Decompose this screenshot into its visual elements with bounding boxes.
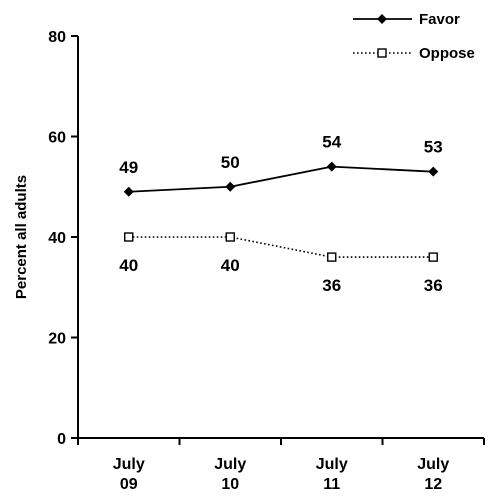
data-label: 49	[119, 158, 138, 177]
data-point-marker	[428, 166, 439, 177]
legend: Favor Oppose	[353, 11, 475, 62]
x-tick-label: July 12	[417, 456, 449, 493]
data-label: 54	[322, 133, 341, 152]
series-layer: 49 50 54 53 40 40 36 36	[119, 133, 442, 295]
data-point-marker	[326, 161, 337, 172]
data-label: 50	[221, 153, 240, 172]
y-axis-ticks: 0 20 40 60 80	[48, 29, 78, 448]
data-point-marker	[124, 232, 134, 242]
series-line-favor	[128, 165, 434, 193]
data-point-marker	[225, 232, 235, 242]
series-favor: 49 50 54 53	[119, 133, 443, 197]
data-point-marker	[327, 252, 337, 262]
series-line-oppose	[128, 236, 434, 258]
y-tick-label: 0	[57, 431, 66, 448]
x-tick-label: July 11	[316, 456, 348, 493]
y-axis-title: Percent all adults	[13, 175, 30, 299]
y-tick-label: 80	[48, 29, 66, 46]
data-point-marker	[428, 252, 438, 262]
data-label: 36	[424, 276, 443, 295]
data-label: 53	[424, 138, 443, 157]
legend-item-favor: Favor	[353, 11, 460, 28]
data-label: 36	[322, 276, 341, 295]
legend-item-oppose: Oppose	[353, 45, 475, 62]
data-label: 40	[221, 256, 240, 275]
legend-label: Favor	[419, 11, 460, 28]
y-tick-label: 40	[48, 230, 66, 247]
x-axis-ticks: July 09 July 10 July 11 July 12	[77, 438, 485, 493]
x-tick-label: July 10	[214, 456, 246, 493]
x-tick-label: July 09	[113, 456, 145, 493]
data-point-marker	[225, 181, 236, 192]
legend-marker	[377, 14, 387, 24]
data-label: 40	[119, 256, 138, 275]
data-point-marker	[123, 186, 134, 197]
legend-marker	[377, 48, 387, 58]
axes	[77, 36, 484, 439]
y-tick-label: 20	[48, 331, 66, 348]
y-tick-label: 60	[48, 130, 66, 147]
legend-label: Oppose	[419, 45, 475, 62]
series-oppose: 40 40 36 36	[119, 232, 443, 295]
